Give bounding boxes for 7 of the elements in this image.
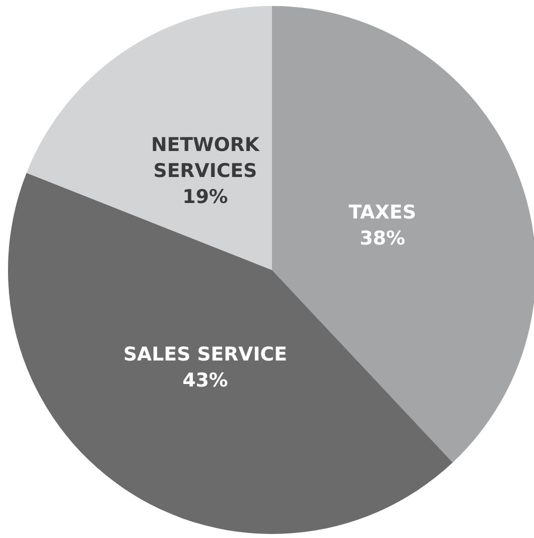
slice-label: NETWORK SERVICES [151, 134, 261, 182]
pie-slice [26, 6, 272, 270]
slice-label: SALES SERVICE [123, 343, 288, 366]
data-label: 38% [360, 227, 406, 250]
data-label: 19% [182, 186, 228, 208]
slice-label: TAXES [348, 201, 416, 224]
data-label: 43% [182, 369, 228, 392]
